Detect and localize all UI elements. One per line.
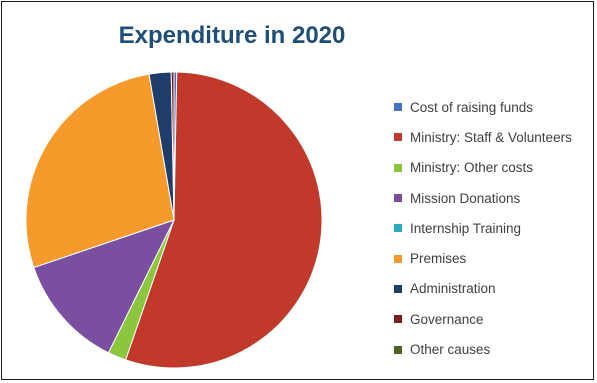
pie-slice-ministry-staff-volunteers — [124, 71, 323, 369]
legend-label: Ministry: Other costs — [410, 160, 534, 176]
pie-slice-premises — [25, 73, 175, 269]
pie-slice-mission-donations — [33, 219, 175, 354]
legend-swatch — [394, 254, 402, 263]
legend-swatch — [394, 315, 402, 324]
legend-swatch — [394, 163, 402, 172]
legend-swatch — [394, 194, 402, 203]
legend-label: Governance — [410, 311, 484, 327]
legend-label: Premises — [410, 251, 467, 267]
legend-swatch — [394, 224, 402, 233]
legend-item-internship-training: Internship Training — [394, 213, 593, 243]
legend-item-cost-of-raising-funds: Cost of raising funds — [394, 92, 593, 122]
legend-swatch — [394, 103, 402, 112]
legend-item-ministry-staff-volunteers: Ministry: Staff & Volunteers — [394, 122, 593, 152]
legend-swatch — [394, 284, 402, 293]
legend-item-premises: Premises — [394, 243, 593, 273]
legend-label: Ministry: Staff & Volunteers — [410, 129, 572, 145]
legend-label: Other causes — [410, 342, 491, 358]
legend-item-mission-donations: Mission Donations — [394, 183, 593, 213]
chart-title: Expenditure in 2020 — [118, 22, 346, 49]
legend-label: Cost of raising funds — [410, 99, 534, 115]
legend-label: Administration — [410, 281, 496, 297]
legend-item-ministry-other-costs: Ministry: Other costs — [394, 153, 593, 183]
legend-label: Internship Training — [410, 220, 522, 236]
legend-item-other-causes: Other causes — [394, 334, 593, 364]
legend: Cost of raising funds Ministry: Staff & … — [394, 92, 593, 365]
pie-chart — [25, 71, 323, 369]
legend-item-governance: Governance — [394, 304, 593, 334]
legend-swatch — [394, 345, 402, 354]
pie-slice-governance — [170, 71, 175, 221]
legend-label: Mission Donations — [410, 190, 521, 206]
legend-swatch — [394, 133, 402, 142]
legend-item-administration: Administration — [394, 274, 593, 304]
